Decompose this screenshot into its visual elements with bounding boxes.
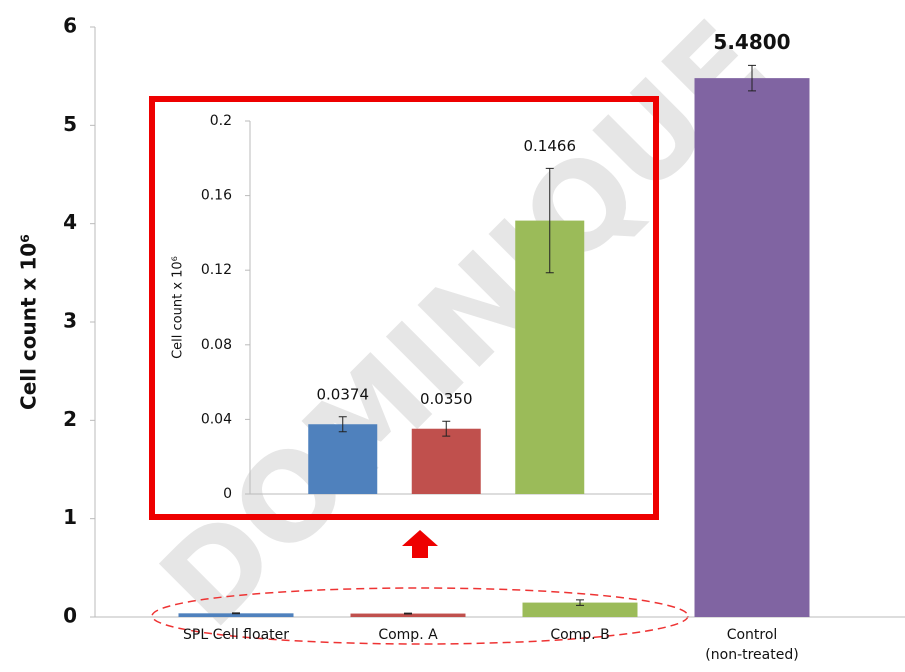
error-bar (748, 64, 756, 92)
bar (350, 613, 466, 617)
inset-frame (149, 96, 659, 520)
bar (522, 602, 638, 617)
y-axis-label: Cell count x 10⁶ (171, 256, 186, 359)
y-tick-label: 1 (63, 505, 77, 529)
x-tick-label: SPL Cell floater (183, 627, 289, 643)
y-tick-label: 0.08 (201, 337, 232, 353)
arrow (402, 530, 438, 558)
bar (694, 78, 810, 618)
error-bar (545, 167, 554, 274)
error-bar (232, 612, 240, 615)
y-tick-label: 0.04 (201, 411, 232, 427)
x-tick-label: Control (non-treated) (705, 627, 798, 663)
error-bar (442, 420, 451, 437)
y-tick-label: 5 (63, 112, 77, 136)
highlight-ellipse (151, 587, 689, 645)
bar (178, 613, 294, 617)
bar (411, 428, 481, 494)
value-label: 0.0350 (420, 390, 473, 408)
value-label: 0.1466 (524, 137, 577, 155)
y-tick-label: 0.2 (210, 113, 232, 129)
y-tick-label: 0.16 (201, 188, 232, 204)
y-tick-label: 6 (63, 14, 77, 38)
x-tick-label: Comp. B (550, 627, 609, 643)
value-label: 0.0374 (317, 385, 370, 403)
error-bar (338, 416, 347, 433)
y-tick-label: 0.12 (201, 262, 232, 278)
y-tick-label: 3 (63, 309, 77, 333)
value-label: 5.4800 (713, 30, 790, 54)
bar (308, 424, 378, 494)
x-tick-label: Comp. A (378, 627, 438, 643)
y-tick-label: 4 (63, 210, 77, 234)
y-tick-label: 2 (63, 407, 77, 431)
error-bar (576, 599, 584, 606)
y-axis-label: Cell count x 10⁶ (17, 234, 41, 410)
y-tick-label: 0 (223, 486, 232, 502)
error-bar (404, 612, 412, 615)
y-tick-label: 0 (63, 604, 77, 628)
